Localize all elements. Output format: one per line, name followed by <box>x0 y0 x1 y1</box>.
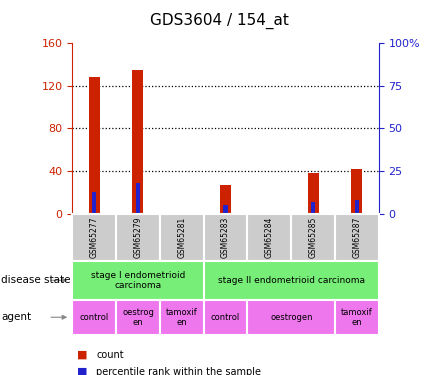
Text: GSM65281: GSM65281 <box>177 217 186 258</box>
Text: ■: ■ <box>77 367 87 375</box>
Bar <box>92 192 96 214</box>
Text: GSM65287: GSM65287 <box>353 216 361 258</box>
Text: tamoxif
en: tamoxif en <box>166 308 198 327</box>
Bar <box>308 173 319 214</box>
Bar <box>89 77 100 214</box>
Text: tamoxif
en: tamoxif en <box>341 308 373 327</box>
Text: control: control <box>211 313 240 322</box>
Text: disease state: disease state <box>1 275 71 285</box>
Text: GDS3604 / 154_at: GDS3604 / 154_at <box>149 12 289 29</box>
Text: GSM65285: GSM65285 <box>309 216 318 258</box>
Bar <box>136 183 140 214</box>
Text: GSM65277: GSM65277 <box>90 216 99 258</box>
Text: agent: agent <box>1 312 31 322</box>
Text: count: count <box>96 350 124 360</box>
Text: ■: ■ <box>77 350 87 360</box>
Bar <box>355 200 359 214</box>
Text: GSM65283: GSM65283 <box>221 216 230 258</box>
Bar <box>220 185 231 214</box>
Text: GSM65279: GSM65279 <box>134 216 142 258</box>
Bar <box>311 202 315 214</box>
Text: oestrogen: oestrogen <box>270 313 313 322</box>
Text: control: control <box>80 313 109 322</box>
Bar <box>132 70 143 214</box>
Text: oestrog
en: oestrog en <box>122 308 154 327</box>
Text: percentile rank within the sample: percentile rank within the sample <box>96 367 261 375</box>
Text: GSM65284: GSM65284 <box>265 216 274 258</box>
Bar <box>352 169 363 214</box>
Text: stage II endometrioid carcinoma: stage II endometrioid carcinoma <box>218 276 365 285</box>
Text: stage I endometrioid
carcinoma: stage I endometrioid carcinoma <box>91 271 185 290</box>
Bar <box>223 205 228 214</box>
